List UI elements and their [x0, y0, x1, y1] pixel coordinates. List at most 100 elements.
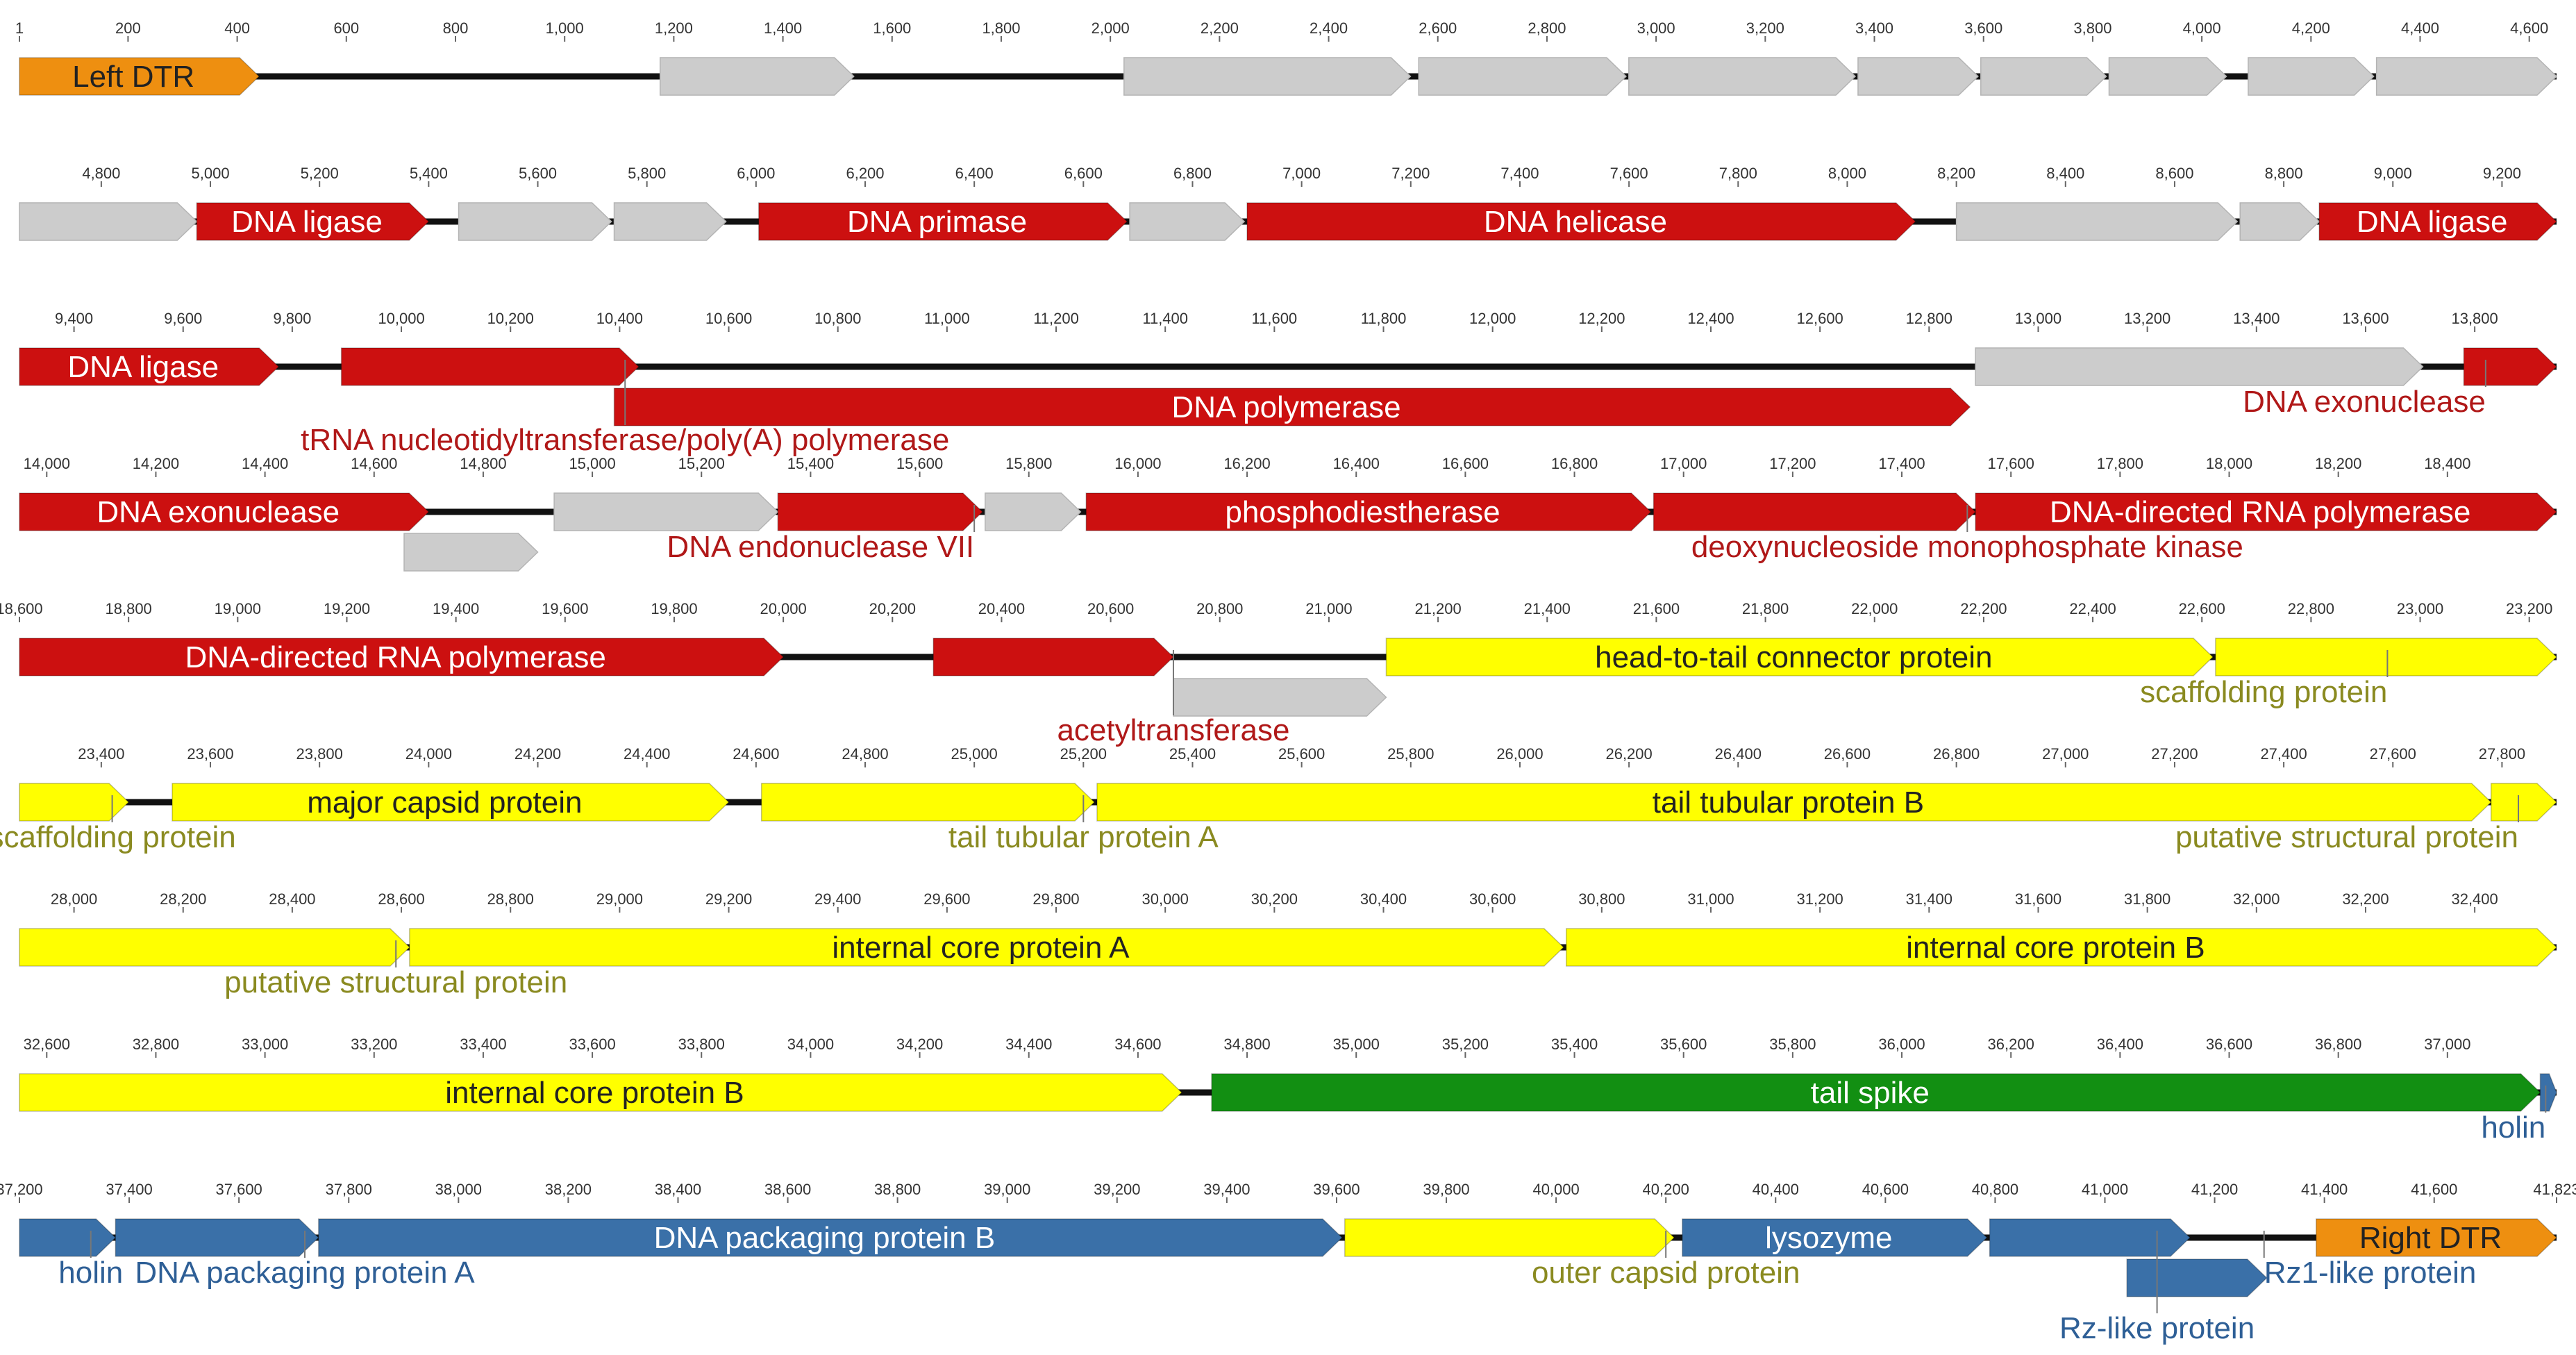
tick-label: 4,400	[2401, 19, 2439, 37]
tick-label: 14,400	[242, 455, 288, 472]
tick-label: 26,600	[1824, 745, 1871, 763]
tick-label: 23,000	[2397, 600, 2443, 617]
tick-label: 25,200	[1060, 745, 1107, 763]
tick-label: 10,400	[596, 310, 643, 327]
tick-label: 1,600	[873, 19, 911, 37]
tick-label: 31,400	[1906, 890, 1952, 908]
tick-label: 17,000	[1660, 455, 1707, 472]
tick-label: 24,200	[515, 745, 561, 763]
tick-label: 16,200	[1223, 455, 1270, 472]
gene-arrow	[1123, 57, 1412, 96]
tick-label: 28,200	[160, 890, 206, 908]
tick-label: 24,000	[405, 745, 452, 763]
tick-label: 28,600	[378, 890, 424, 908]
tick-label: 29,600	[923, 890, 970, 908]
tick-label: 37,800	[326, 1181, 372, 1198]
tick-label: 27,000	[2042, 745, 2089, 763]
tick-label: 38,000	[435, 1181, 482, 1198]
gene-arrow	[777, 492, 984, 531]
tick-label: 36,000	[1878, 1036, 1925, 1053]
tick-label: 19,800	[651, 600, 697, 617]
tick-label: 13,200	[2124, 310, 2171, 327]
gene-arrow	[19, 1218, 117, 1257]
tick-label: 20,200	[869, 600, 916, 617]
gene-label: tail spike	[1811, 1076, 1930, 1110]
tick-label: 31,000	[1687, 890, 1734, 908]
tick-label: 35,200	[1442, 1036, 1489, 1053]
tick-label: 20,400	[978, 600, 1025, 617]
tick-label: 21,000	[1305, 600, 1352, 617]
tick-label: 14,200	[133, 455, 179, 472]
tick-label: 32,200	[2342, 890, 2389, 908]
tick-label: 15,800	[1005, 455, 1052, 472]
callout-label: putative structural protein	[224, 965, 567, 999]
callout-label: tail tubular protein A	[948, 820, 1219, 854]
tick-label: 25,000	[951, 745, 998, 763]
tick-label: 23,400	[78, 745, 124, 763]
callout-label: acetyltransferase	[1057, 713, 1289, 747]
tick-label: 5,400	[410, 165, 448, 182]
gene-arrow	[2248, 57, 2375, 96]
tick-label: 9,600	[164, 310, 202, 327]
gene-arrow	[932, 638, 1175, 676]
tick-label: 28,000	[51, 890, 97, 908]
tick-label: 12,000	[1469, 310, 1516, 327]
tick-label: 29,200	[705, 890, 752, 908]
tick-label: 5,200	[301, 165, 339, 182]
tick-label: 1,000	[546, 19, 584, 37]
gene-arrow	[613, 202, 727, 241]
tick-label: 39,000	[984, 1181, 1030, 1198]
tick-label: 39,600	[1313, 1181, 1360, 1198]
tick-label: 26,200	[1605, 745, 1652, 763]
gene-arrow	[403, 533, 539, 572]
tick-label: 19,000	[215, 600, 261, 617]
gene-arrow	[1682, 1218, 1988, 1257]
tick-label: 34,000	[787, 1036, 834, 1053]
tick-label: 6,800	[1173, 165, 1212, 182]
gene-arrow	[1418, 57, 1627, 96]
gene-label: internal core protein A	[832, 931, 1130, 965]
tick-label: 33,800	[678, 1036, 725, 1053]
tick-label: 1,200	[655, 19, 693, 37]
tick-label: 23,800	[296, 745, 343, 763]
gene-label: DNA ligase	[2357, 205, 2508, 239]
tick-label: 2,000	[1092, 19, 1130, 37]
tick-label: 27,200	[2151, 745, 2198, 763]
tick-label: 23,200	[2506, 600, 2552, 617]
tick-label: 8,600	[2155, 165, 2193, 182]
tick-label: 9,200	[2483, 165, 2521, 182]
gene-arrow	[2239, 202, 2320, 241]
tick-label: 10,800	[814, 310, 861, 327]
tick-label: 37,600	[216, 1181, 262, 1198]
tick-label: 24,600	[733, 745, 779, 763]
tick-label: 3,200	[1746, 19, 1784, 37]
tick-label: 25,400	[1169, 745, 1216, 763]
gene-arrow	[115, 1218, 319, 1257]
tick-label: 19,400	[433, 600, 479, 617]
tick-label: 11,400	[1142, 310, 1188, 327]
tick-label: 37,000	[2424, 1036, 2470, 1053]
gene-label: major capsid protein	[307, 785, 582, 820]
tick-label: 20,600	[1087, 600, 1134, 617]
tick-label: 8,800	[2265, 165, 2303, 182]
tick-label: 15,000	[569, 455, 615, 472]
gene-arrow	[1566, 928, 2558, 967]
tick-label: 5,000	[192, 165, 230, 182]
gene-label: Left DTR	[72, 60, 194, 94]
tick-label: 17,400	[1878, 455, 1925, 472]
gene-arrow	[19, 492, 430, 531]
gene-arrow	[2215, 638, 2558, 676]
tick-label: 25,600	[1278, 745, 1325, 763]
gene-arrow	[19, 202, 198, 241]
gene-arrow	[1096, 783, 2492, 822]
tick-label: 6,600	[1064, 165, 1103, 182]
tick-label: 2,400	[1310, 19, 1348, 37]
tick-label: 10,600	[705, 310, 752, 327]
tick-label: 31,200	[1797, 890, 1843, 908]
gene-arrow	[760, 783, 1096, 822]
tick-label: 7,800	[1719, 165, 1757, 182]
tick-label: 4,200	[2292, 19, 2330, 37]
tick-label: 20,800	[1196, 600, 1243, 617]
tick-label: 38,600	[764, 1181, 811, 1198]
tick-label: 21,600	[1633, 600, 1680, 617]
